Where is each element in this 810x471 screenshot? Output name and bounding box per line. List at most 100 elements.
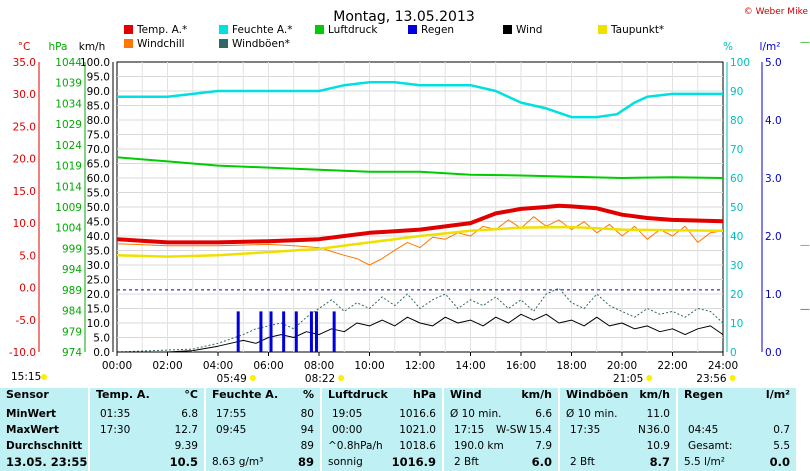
axis-tick-label: 5.0 xyxy=(765,57,782,69)
wind-header: Wind xyxy=(450,388,482,401)
time-marker-label: 05:49 xyxy=(217,373,247,385)
axis-tick-label: 974 xyxy=(62,347,82,359)
legend-label: Temp. A.* xyxy=(136,24,187,36)
pressure-min-time: 19:05 xyxy=(332,408,363,420)
temp-min-time: 01:35 xyxy=(100,408,131,420)
rain-total-value: 5.5 xyxy=(773,440,790,452)
axis-tick-label: 80.0 xyxy=(87,115,110,127)
axis-tick-label: 0 xyxy=(730,347,737,359)
sun-icon xyxy=(249,375,256,381)
axis-tick-label: 979 xyxy=(62,326,82,338)
time-marker-label: 08:22 xyxy=(305,373,335,385)
humidity-max-value: 94 xyxy=(300,424,314,436)
axis-tick-label: 55.0 xyxy=(87,188,110,200)
stats-sensor-column: Sensor MinWert MaxWert Durchschnitt 13.0… xyxy=(0,388,88,471)
stats-gust-column: Windböen km/h Ø 10 min. 11.0 17:35 N 36.0 10… xyxy=(560,388,676,471)
sun-icon xyxy=(41,374,47,380)
axis-tick-label: 0.0 xyxy=(765,347,782,359)
edge-marks: — — — xyxy=(800,37,810,315)
svg-text:—: — xyxy=(800,304,810,315)
axis-tick-label: 60 xyxy=(730,173,743,185)
temp-min-value: 6.8 xyxy=(181,408,198,420)
legend-swatch xyxy=(219,25,228,34)
axis-tick-label: 1034 xyxy=(55,98,82,110)
x-tick-label: 14:00 xyxy=(455,360,485,372)
rain-bar xyxy=(309,311,313,352)
pressure-header: Luftdruck xyxy=(328,388,388,401)
legend-swatch xyxy=(124,25,133,34)
row-label-min: MinWert xyxy=(6,408,57,420)
axis-tick-label: 95.0 xyxy=(87,72,110,84)
rain-bar xyxy=(282,311,286,352)
axis-tick-label: 75.0 xyxy=(87,130,110,142)
axis-tick-label: 70 xyxy=(730,144,743,156)
axis-tick-label: 20.0 xyxy=(87,289,110,301)
axis-tick-label: 20.0 xyxy=(13,154,36,166)
temp-unit: °C xyxy=(184,388,198,401)
wind-current-value: 6.0 xyxy=(531,455,552,469)
temp-max-time: 17:30 xyxy=(100,424,131,436)
svg-text:—: — xyxy=(800,37,810,48)
stats-temp-column: Temp. A. °C 01:35 6.8 17:30 12.7 9.39 10.5 xyxy=(90,388,204,471)
axis-tick-label: 1009 xyxy=(55,202,82,214)
pressure-current-value: 1016.9 xyxy=(391,455,436,469)
x-tick-label: 00:00 xyxy=(102,360,132,372)
legend-label: Wind xyxy=(516,24,542,36)
stats-rain-column: Regen l/m² 04:45 0.7 Gesamt: 5.5 5.5 l/m² 0.… xyxy=(678,388,796,471)
sun-icon xyxy=(338,375,345,381)
humidity-min-time: 17:55 xyxy=(216,408,247,420)
gust-unit: km/h xyxy=(639,388,670,401)
below-axis-labels: 15:15 05:49 08:22 21:05 23:56 xyxy=(11,371,736,385)
axis-tick-label: 1004 xyxy=(55,223,82,235)
axis-tick-label: 994 xyxy=(62,264,82,276)
axis-tick-label: 1024 xyxy=(55,140,82,152)
legend-label: Taupunkt* xyxy=(610,24,664,36)
axis-tick-label: 1044 xyxy=(55,57,82,69)
stats-humidity-column: Feuchte A.% 17:55 80 09:45 94 89 8.63 g/m³… xyxy=(206,388,320,471)
axis-unit-label: % xyxy=(723,41,733,53)
humidity-avg-value: 89 xyxy=(300,440,314,452)
left-axes: °C 35.0 30.0 25.0 20.0 15.0 10.0 5.0 0.0 -5.0 -10.… xyxy=(9,41,114,359)
axis-tick-label: 70.0 xyxy=(87,144,110,156)
rain-bar xyxy=(314,311,318,352)
axis-tick-label: 80 xyxy=(730,115,743,127)
rain-current-value: 0.0 xyxy=(769,455,790,469)
x-tick-label: 20:00 xyxy=(607,360,637,372)
chart-title: Montag, 13.05.2013 xyxy=(333,9,475,25)
axis-tick-label: 15.0 xyxy=(13,186,36,198)
rain-total-note: 5.5 l/m² xyxy=(684,456,725,468)
rain-bar xyxy=(259,311,263,352)
right-axes: %1009080706050403020100l/m²5.04.03.02.01… xyxy=(723,41,782,359)
weather-chart: Montag, 13.05.2013 © Weber Mike Temp. A.… xyxy=(9,7,810,385)
axis-unit-label: km/h xyxy=(79,41,106,53)
axis-tick-label: 35.0 xyxy=(87,246,110,258)
statistics-table: Sensor MinWert MaxWert Durchschnitt 13.0… xyxy=(0,388,810,471)
wind-avg-value: 7.9 xyxy=(535,440,552,452)
sun-icon xyxy=(646,375,653,381)
axis-tick-label: 65.0 xyxy=(87,159,110,171)
axis-tick-label: 25.0 xyxy=(13,121,36,133)
axis-tick-label: 989 xyxy=(62,285,82,297)
sun-icon xyxy=(729,375,736,381)
axis-tick-label: 30.0 xyxy=(87,260,110,272)
pressure-max-value: 1021.0 xyxy=(399,424,436,436)
series-line xyxy=(116,156,724,179)
axis-tick-label: 1.0 xyxy=(765,289,782,301)
series-line xyxy=(116,287,724,353)
axis-tick-label: 2.0 xyxy=(765,231,782,243)
temp-max-value: 12.7 xyxy=(174,424,198,436)
pressure-avg-value: 1018.6 xyxy=(399,440,436,452)
sensor-header: Sensor xyxy=(6,388,49,401)
wind-distance: 190.0 km xyxy=(454,440,504,452)
x-tick-label: 16:00 xyxy=(506,360,536,372)
x-tick-label: 22:00 xyxy=(657,360,687,372)
row-label-current: 13.05. 23:55 xyxy=(6,455,88,469)
axis-tick-label: 5.0 xyxy=(93,333,110,345)
gust-max-direction: N xyxy=(638,424,646,436)
svg-text:—: — xyxy=(800,240,810,251)
series-layer xyxy=(116,81,724,353)
temp-header: Temp. A. xyxy=(96,388,150,401)
x-tick-label: 08:00 xyxy=(304,360,334,372)
rain-bar xyxy=(236,311,240,352)
axis-tick-label: 90.0 xyxy=(87,86,110,98)
